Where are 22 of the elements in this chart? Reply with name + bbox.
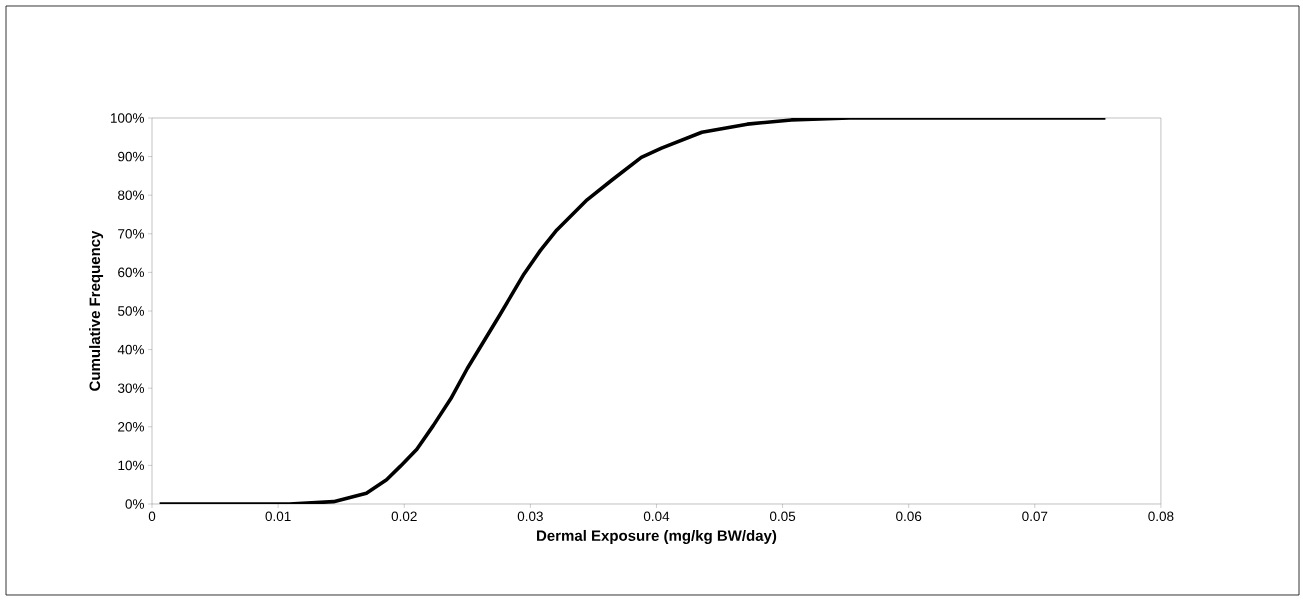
y-tick-label: 50% — [117, 306, 144, 316]
y-tick-label: 30% — [117, 383, 144, 393]
y-axis-title: Cumulative Frequency — [89, 230, 104, 391]
y-tick-label: 80% — [118, 190, 144, 200]
y-tick-label: 10% — [118, 460, 144, 471]
y-tick-label: 0% — [125, 499, 144, 509]
x-tick-label: 0 — [148, 511, 156, 522]
x-tick-label: 0.07 — [1022, 511, 1048, 522]
x-tick-label: 0.08 — [1148, 511, 1174, 522]
y-tick-label: 40% — [117, 344, 144, 355]
y-tick-label: 90% — [118, 151, 144, 162]
y-tick-label: 60% — [118, 267, 144, 278]
x-tick-label: 0.05 — [769, 511, 796, 522]
x-axis-title: Dermal Exposure (mg/kg BW/day) — [537, 529, 777, 544]
x-tick-label: 0.02 — [391, 511, 417, 522]
x-tick-label: 0.06 — [896, 511, 922, 522]
y-tick-label: 70% — [118, 229, 144, 239]
y-tick-label: 100% — [110, 113, 144, 123]
x-tick-label: 0.03 — [517, 511, 543, 522]
y-tick-label: 20% — [118, 422, 144, 432]
x-tick-label: 0.04 — [643, 511, 670, 522]
x-tick-label: 0.01 — [265, 511, 291, 522]
